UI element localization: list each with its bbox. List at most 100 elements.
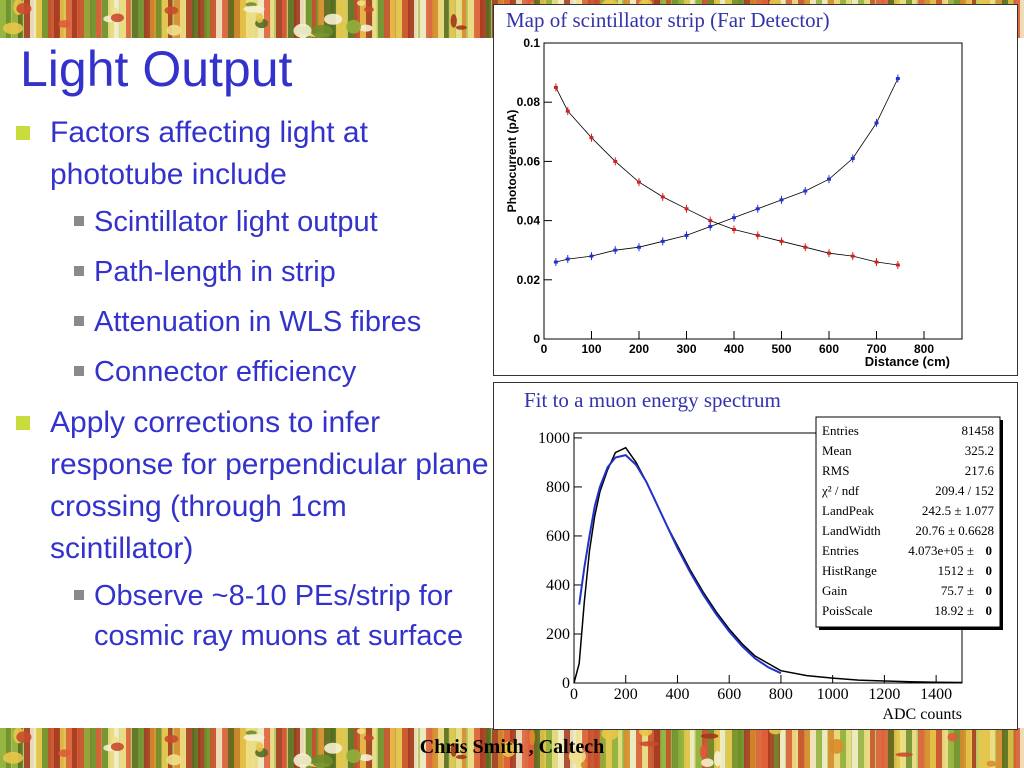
strip-petal <box>162 728 171 768</box>
strip-petal <box>732 728 742 768</box>
data-point <box>637 180 641 184</box>
stats-label: Entries <box>822 423 859 438</box>
strip-petal <box>438 728 445 768</box>
strip-petal <box>540 728 549 768</box>
strip-petal <box>414 0 419 38</box>
y-axis-label: Photocurrent (pA) <box>505 110 519 213</box>
strip-flower <box>363 735 374 742</box>
scintillator-map-panel: Map of scintillator strip (Far Detector)… <box>493 4 1018 376</box>
strip-flower <box>311 754 334 768</box>
strip-petal <box>240 0 250 38</box>
bullet-item: Factors affecting light at phototube inc… <box>14 112 494 196</box>
strip-petal <box>906 728 913 768</box>
strip-petal <box>54 0 64 38</box>
strip-petal <box>930 728 940 768</box>
y-tick-label: 0 <box>562 675 570 692</box>
strip-petal <box>402 0 411 38</box>
strip-petal <box>456 728 462 768</box>
stats-label: RMS <box>822 463 849 478</box>
bullet-list: Factors affecting light at phototube inc… <box>14 112 494 666</box>
strip-petal <box>372 728 377 768</box>
y-tick-label: 400 <box>546 577 570 594</box>
strip-petal <box>654 728 662 768</box>
sub-bullet-item: Observe ~8-10 PEs/strip for cosmic ray m… <box>14 576 494 656</box>
strip-petal <box>276 0 286 38</box>
strip-petal <box>444 728 449 768</box>
strip-petal <box>120 728 128 768</box>
strip-flower <box>713 750 722 767</box>
strip-petal <box>174 728 185 768</box>
strip-flower <box>293 23 312 38</box>
strip-petal <box>270 728 275 768</box>
strip-flower <box>455 25 467 30</box>
strip-petal <box>594 728 605 768</box>
stats-label: Entries <box>822 543 859 558</box>
bullet-item: Apply corrections to infer response for … <box>14 402 494 570</box>
strip-flower <box>700 733 719 739</box>
y-tick-label: 0.04 <box>517 214 541 228</box>
strip-petal <box>12 0 21 38</box>
strip-petal <box>198 728 207 768</box>
strip-petal <box>300 728 306 768</box>
strip-petal <box>342 0 347 38</box>
strip-petal <box>216 728 223 768</box>
strip-petal <box>678 728 687 768</box>
strip-petal <box>720 728 726 768</box>
strip-petal <box>96 728 102 768</box>
x-tick-label: 600 <box>819 342 839 356</box>
strip-petal <box>558 728 570 768</box>
strip-flower <box>346 749 362 764</box>
stats-value: 1512 ± <box>938 563 974 578</box>
strip-petal <box>846 728 852 768</box>
strip-petal <box>606 728 614 768</box>
stats-value: 209.4 / 152 <box>935 483 994 498</box>
strip-flower <box>356 0 366 6</box>
strip-petal <box>186 0 195 38</box>
strip-petal <box>864 728 875 768</box>
strip-petal <box>252 0 259 38</box>
strip-flower <box>455 754 467 760</box>
strip-petal <box>264 0 271 38</box>
strip-petal <box>438 0 445 38</box>
strip-petal <box>138 728 147 768</box>
y-tick-label: 0.1 <box>523 36 540 50</box>
bullet-text: Factors affecting light at phototube inc… <box>50 116 368 191</box>
strip-flower <box>639 741 659 747</box>
x-axis-label: Distance (cm) <box>865 354 950 369</box>
strip-petal <box>24 0 34 38</box>
strip-petal <box>714 728 722 768</box>
data-point <box>732 216 736 220</box>
strip-petal <box>954 728 964 768</box>
strip-petal <box>204 0 211 38</box>
strip-petal <box>462 0 467 38</box>
strip-flower <box>895 752 913 757</box>
strip-petal <box>30 728 37 768</box>
strip-petal <box>366 728 373 768</box>
strip-petal <box>444 0 449 38</box>
data-point <box>553 85 558 89</box>
strip-petal <box>240 728 250 768</box>
strip-petal <box>360 0 369 38</box>
stats-label: LandPeak <box>822 503 874 518</box>
data-point <box>660 239 665 243</box>
strip-petal <box>294 0 304 38</box>
stats-value: 217.6 <box>965 463 995 478</box>
strip-flower <box>164 6 179 15</box>
strip-flower <box>164 734 179 744</box>
strip-petal <box>942 728 951 768</box>
strip-petal <box>894 728 903 768</box>
strip-petal <box>636 728 644 768</box>
strip-petal <box>90 0 101 38</box>
strip-petal <box>642 728 652 768</box>
strip-petal <box>84 728 93 768</box>
strip-petal <box>348 728 358 768</box>
strip-petal <box>750 728 757 768</box>
strip-petal <box>810 728 822 768</box>
data-point <box>850 156 855 160</box>
strip-flower <box>110 13 124 23</box>
strip-petal <box>762 728 770 768</box>
strip-petal <box>408 0 417 38</box>
strip-petal <box>30 0 37 38</box>
data-point <box>895 263 900 267</box>
strip-flower <box>3 22 24 35</box>
